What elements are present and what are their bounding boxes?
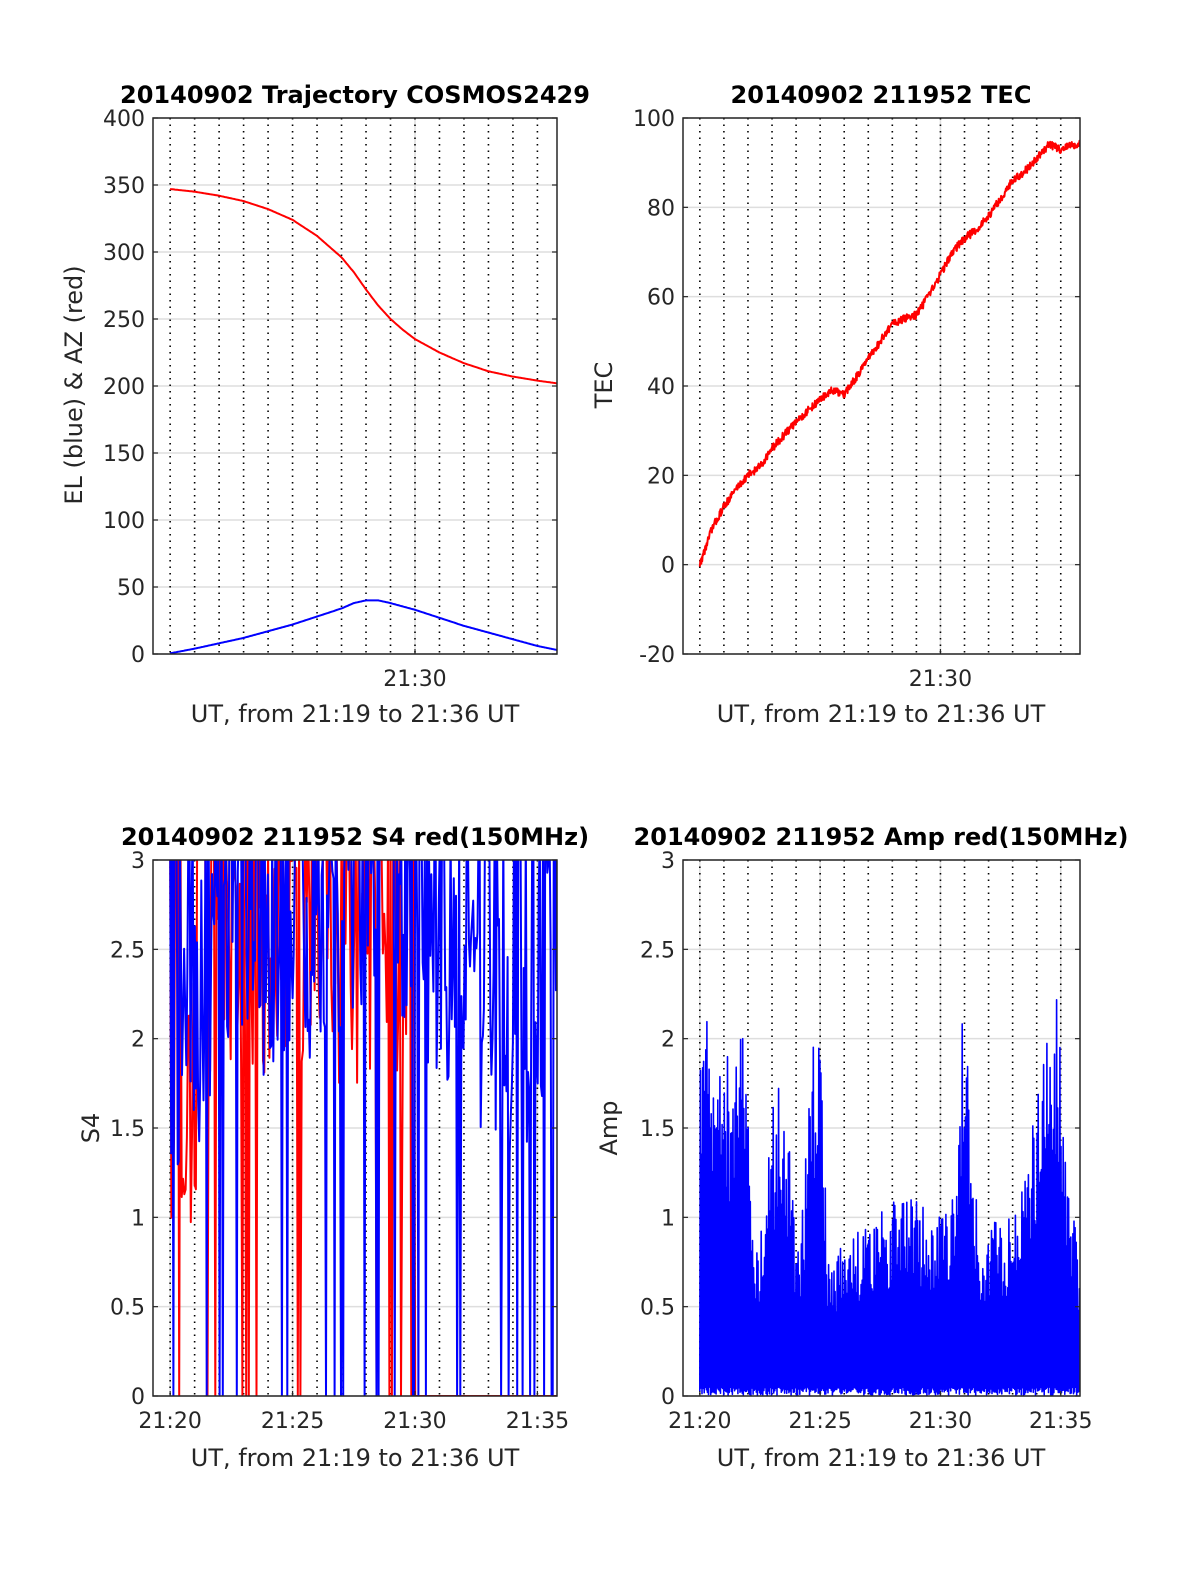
- y-tick-label: 100: [633, 107, 675, 132]
- tec-ylabel: TEC: [590, 362, 618, 410]
- y-tick-label: 1: [131, 1206, 145, 1231]
- tec-title: 20140902 211952 TEC: [731, 81, 1032, 109]
- y-tick-label: 1.5: [640, 1117, 675, 1142]
- y-tick-label: 2.5: [640, 938, 675, 963]
- x-tick-label: 21:25: [261, 1409, 324, 1434]
- y-tick-label: 2: [131, 1028, 145, 1053]
- series-line: [169, 599, 557, 654]
- y-tick-label: -20: [639, 643, 675, 668]
- y-tick-label: 0.5: [110, 1296, 145, 1321]
- amp-panel: 20140902 211952 Amp red(150MHz) 0 0.5 1 1.5…: [595, 823, 1128, 1472]
- series-group: [698, 139, 1080, 567]
- y-tick-label: 1.5: [110, 1117, 145, 1142]
- y-tick-label: 0: [131, 643, 145, 668]
- y-tick-label: 40: [647, 375, 675, 400]
- series-line: [698, 139, 1080, 567]
- y-tick-label: 300: [103, 241, 145, 266]
- s4-title: 20140902 211952 S4 red(150MHz): [121, 823, 589, 851]
- y-tick-label: 150: [103, 442, 145, 467]
- x-tick-label: 21:25: [788, 1409, 851, 1434]
- series-line: [169, 860, 557, 1396]
- y-tick-label: 60: [647, 286, 675, 311]
- y-tick-label: 250: [103, 308, 145, 333]
- s4-plot: 0 0.5 1 1.5 2 2.5 3 21:20 21:25 21:30 21:35: [110, 849, 569, 1434]
- series-group: [169, 188, 557, 654]
- s4-xlabel: UT, from 21:19 to 21:36 UT: [191, 1444, 520, 1472]
- x-tick-label: 21:30: [909, 667, 972, 692]
- y-tick-label: 3: [131, 849, 145, 874]
- tec-xlabel: UT, from 21:19 to 21:36 UT: [717, 700, 1046, 728]
- y-tick-label: 0.5: [640, 1296, 675, 1321]
- y-tick-label: 80: [647, 196, 675, 221]
- x-tick-label: 21:35: [1029, 1409, 1092, 1434]
- series-line: [169, 188, 557, 385]
- trajectory-title: 20140902 Trajectory COSMOS2429: [120, 81, 590, 109]
- y-tick-label: 3: [661, 849, 675, 874]
- y-tick-label: 350: [103, 174, 145, 199]
- tec-panel: 20140902 211952 TEC -20 0 20 40 60 80 100 21:30…: [590, 81, 1081, 728]
- trajectory-xlabel: UT, from 21:19 to 21:36 UT: [191, 700, 520, 728]
- x-tick-label: 21:20: [138, 1409, 201, 1434]
- y-tick-label: 50: [117, 576, 145, 601]
- amp-title: 20140902 211952 Amp red(150MHz): [634, 823, 1129, 851]
- x-tick-label: 21:20: [668, 1409, 731, 1434]
- amp-plot: 0 0.5 1 1.5 2 2.5 3 21:20 21:25 21:30 21:35: [640, 849, 1092, 1434]
- trajectory-ylabel: EL (blue) & AZ (red): [60, 265, 88, 504]
- series-group: [169, 860, 557, 1396]
- tec-plot: -20 0 20 40 60 80 100 21:30: [633, 107, 1081, 692]
- y-tick-label: 200: [103, 375, 145, 400]
- y-tick-label: 1: [661, 1206, 675, 1231]
- y-tick-label: 100: [103, 509, 145, 534]
- trajectory-panel: 20140902 Trajectory COSMOS2429 0 50 100 150…: [60, 81, 590, 728]
- x-tick-label: 21:30: [383, 667, 446, 692]
- x-tick-label: 21:30: [383, 1409, 446, 1434]
- y-tick-label: 0: [661, 1385, 675, 1410]
- y-tick-label: 2.5: [110, 938, 145, 963]
- y-tick-label: 400: [103, 107, 145, 132]
- amp-ylabel: Amp: [595, 1100, 623, 1155]
- x-tick-label: 21:30: [909, 1409, 972, 1434]
- y-tick-label: 0: [131, 1385, 145, 1410]
- x-tick-label: 21:35: [506, 1409, 569, 1434]
- amp-xlabel: UT, from 21:19 to 21:36 UT: [717, 1444, 1046, 1472]
- y-tick-label: 20: [647, 464, 675, 489]
- y-tick-label: 0: [661, 554, 675, 579]
- y-tick-label: 2: [661, 1028, 675, 1053]
- s4-panel: 20140902 211952 S4 red(150MHz) 0 0.5 1 1.5 2…: [77, 823, 589, 1472]
- s4-ylabel: S4: [77, 1113, 105, 1144]
- trajectory-plot: 0 50 100 150 200 250 300 350 400 21:30: [103, 107, 558, 692]
